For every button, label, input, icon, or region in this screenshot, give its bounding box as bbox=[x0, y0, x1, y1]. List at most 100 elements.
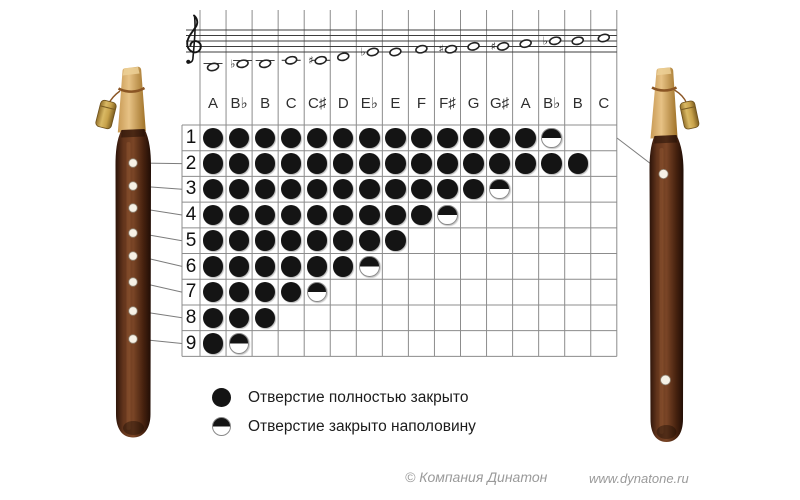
hole-closed-dot bbox=[254, 153, 276, 174]
footer-copyright: © Компания Динатон bbox=[405, 469, 548, 485]
row-number: 6 bbox=[185, 255, 197, 277]
hole-closed-dot bbox=[515, 153, 536, 174]
whole-note bbox=[571, 36, 585, 46]
hole-closed-dot bbox=[202, 281, 224, 303]
hole-closed-dot bbox=[333, 230, 354, 251]
flute-body bbox=[649, 135, 684, 442]
hole-half-closed-dot bbox=[489, 179, 510, 200]
whole-note bbox=[389, 47, 402, 57]
hole-closed-dot bbox=[567, 153, 588, 174]
hole-closed-dot bbox=[307, 179, 328, 200]
hole-closed-dot bbox=[307, 127, 328, 149]
closed-hole-icon bbox=[212, 388, 231, 407]
finger-holes bbox=[128, 158, 138, 344]
hole-closed-dot bbox=[411, 204, 432, 226]
cord bbox=[651, 86, 678, 92]
hole-closed-dot bbox=[228, 281, 250, 303]
column-header-note: E♭ bbox=[360, 95, 378, 112]
hole-closed-dot bbox=[228, 127, 250, 149]
accidental: ♭ bbox=[230, 57, 235, 70]
hole-closed-dot bbox=[202, 127, 224, 149]
hole-closed-dot bbox=[385, 153, 406, 174]
brass-cap bbox=[679, 100, 700, 130]
hole-closed-dot bbox=[437, 179, 458, 200]
flute-mouthpiece bbox=[117, 66, 146, 133]
hole-closed-dot bbox=[228, 153, 250, 174]
hole-half-closed-dot bbox=[307, 281, 328, 303]
hole-half-closed-dot bbox=[359, 256, 380, 277]
accidental: ♭ bbox=[360, 46, 365, 59]
hole-closed-dot bbox=[280, 179, 302, 200]
hole-closed-dot bbox=[385, 179, 406, 200]
brass-cap bbox=[95, 99, 117, 130]
column-header-note: C bbox=[598, 95, 610, 112]
column-header-note: C bbox=[285, 95, 297, 112]
cord bbox=[117, 86, 146, 93]
hole-closed-dot bbox=[437, 153, 458, 174]
hole-closed-dot bbox=[202, 307, 224, 329]
whole-note bbox=[415, 44, 428, 54]
hole-closed-dot bbox=[228, 204, 250, 226]
column-header-note: C♯ bbox=[308, 95, 327, 112]
hole-closed-dot bbox=[254, 256, 276, 277]
whole-note bbox=[206, 62, 220, 72]
hole-closed-dot bbox=[228, 179, 250, 200]
legend-label: Отверстие закрыто наполовину bbox=[248, 417, 476, 435]
hole-closed-dot bbox=[489, 153, 510, 174]
whole-note bbox=[284, 55, 298, 65]
grid-lines bbox=[181, 10, 618, 357]
column-header-note: E bbox=[390, 95, 401, 112]
column-header-note: A bbox=[520, 95, 531, 112]
hole-closed-dot bbox=[489, 127, 510, 149]
hole-closed-dot bbox=[541, 153, 562, 174]
row-number: 2 bbox=[185, 152, 197, 174]
hole-closed-dot bbox=[254, 204, 276, 226]
hole-closed-dot bbox=[307, 153, 328, 174]
accidental: ♯ bbox=[438, 43, 443, 56]
hole-closed-dot bbox=[411, 179, 432, 200]
hole-closed-dot bbox=[280, 256, 302, 277]
whole-note bbox=[336, 52, 350, 62]
column-header-note: F bbox=[416, 95, 426, 112]
hole-closed-dot bbox=[254, 230, 276, 251]
hole-closed-dot bbox=[307, 256, 328, 277]
right-flute-illustration bbox=[649, 67, 700, 442]
hole-closed-dot bbox=[385, 230, 406, 251]
hole-closed-dot bbox=[228, 256, 250, 277]
row-number: 4 bbox=[185, 204, 197, 226]
hole-closed-dot bbox=[333, 127, 354, 149]
hole-closed-dot bbox=[280, 230, 302, 251]
hole-closed-dot bbox=[333, 256, 354, 277]
whole-note bbox=[467, 41, 480, 51]
whole-note bbox=[597, 33, 611, 43]
accidental: ♭ bbox=[543, 34, 548, 47]
hole-closed-dot bbox=[437, 127, 458, 149]
hole-closed-dot bbox=[254, 179, 276, 200]
row-number: 9 bbox=[185, 332, 197, 354]
column-header-note: F♯ bbox=[439, 95, 456, 112]
hole-closed-dot bbox=[359, 179, 380, 200]
hole-closed-dot bbox=[202, 230, 224, 251]
hole-half-closed-dot bbox=[437, 204, 458, 226]
hole-closed-dot bbox=[463, 153, 484, 174]
hole-closed-dot bbox=[202, 256, 224, 277]
row-number: 5 bbox=[185, 229, 197, 251]
legend: Отверстие полностью закрыто Отверстие за… bbox=[212, 388, 476, 446]
legend-item-half-closed: Отверстие закрыто наполовину bbox=[212, 417, 476, 436]
column-header-note: B bbox=[260, 95, 271, 112]
hole-closed-dot bbox=[307, 230, 328, 251]
treble-clef-icon bbox=[186, 14, 202, 64]
whole-note bbox=[258, 59, 272, 69]
column-header-note: D bbox=[337, 95, 349, 112]
hole-closed-dot bbox=[411, 153, 432, 174]
hole-closed-dot bbox=[359, 204, 380, 226]
hole-closed-dot bbox=[307, 204, 328, 226]
whole-note bbox=[496, 41, 510, 51]
hole-closed-dot bbox=[202, 333, 224, 354]
hole-closed-dot bbox=[359, 230, 380, 251]
whole-note bbox=[444, 44, 458, 54]
row-number: 3 bbox=[185, 178, 197, 200]
hole-closed-dot bbox=[411, 127, 432, 149]
hole-closed-dot bbox=[333, 153, 354, 174]
